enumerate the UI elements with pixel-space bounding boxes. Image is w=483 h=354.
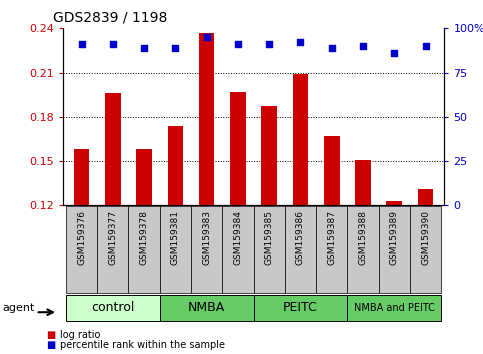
Text: NMBA: NMBA xyxy=(188,302,225,314)
Point xyxy=(171,45,179,51)
FancyBboxPatch shape xyxy=(379,206,410,293)
Bar xyxy=(105,93,121,205)
Bar xyxy=(386,201,402,205)
Text: GSM159390: GSM159390 xyxy=(421,210,430,265)
FancyBboxPatch shape xyxy=(316,206,347,293)
Text: GSM159376: GSM159376 xyxy=(77,210,86,265)
FancyBboxPatch shape xyxy=(191,206,222,293)
FancyBboxPatch shape xyxy=(222,206,254,293)
Text: GSM159389: GSM159389 xyxy=(390,210,399,265)
FancyBboxPatch shape xyxy=(128,206,160,293)
FancyBboxPatch shape xyxy=(410,206,441,293)
Point xyxy=(265,41,273,47)
Text: GSM159384: GSM159384 xyxy=(233,210,242,265)
Point xyxy=(297,40,304,45)
FancyBboxPatch shape xyxy=(347,295,441,321)
Bar xyxy=(293,74,308,205)
Point xyxy=(390,50,398,56)
Text: agent: agent xyxy=(2,303,35,313)
Point xyxy=(109,41,117,47)
Point xyxy=(203,34,211,40)
FancyBboxPatch shape xyxy=(66,206,97,293)
Bar xyxy=(355,160,371,205)
Text: PEITC: PEITC xyxy=(283,302,318,314)
Bar xyxy=(136,149,152,205)
Bar xyxy=(168,126,183,205)
Text: GSM159385: GSM159385 xyxy=(265,210,274,265)
Text: GSM159386: GSM159386 xyxy=(296,210,305,265)
Text: GSM159378: GSM159378 xyxy=(140,210,149,265)
Point xyxy=(234,41,242,47)
FancyBboxPatch shape xyxy=(254,295,347,321)
Bar xyxy=(324,136,340,205)
Text: GDS2839 / 1198: GDS2839 / 1198 xyxy=(53,11,168,25)
Bar xyxy=(261,107,277,205)
Text: control: control xyxy=(91,302,135,314)
Text: GSM159388: GSM159388 xyxy=(358,210,368,265)
Text: log ratio: log ratio xyxy=(60,330,101,339)
FancyBboxPatch shape xyxy=(254,206,285,293)
FancyBboxPatch shape xyxy=(66,295,160,321)
Bar xyxy=(230,92,246,205)
Text: GSM159383: GSM159383 xyxy=(202,210,211,265)
Text: NMBA and PEITC: NMBA and PEITC xyxy=(354,303,435,313)
Point xyxy=(422,43,429,49)
Text: ■: ■ xyxy=(46,340,55,350)
FancyBboxPatch shape xyxy=(160,295,254,321)
Point xyxy=(328,45,336,51)
Point xyxy=(78,41,85,47)
Text: GSM159381: GSM159381 xyxy=(171,210,180,265)
FancyBboxPatch shape xyxy=(347,206,379,293)
Bar xyxy=(74,149,89,205)
FancyBboxPatch shape xyxy=(285,206,316,293)
Text: percentile rank within the sample: percentile rank within the sample xyxy=(60,340,226,350)
Point xyxy=(359,43,367,49)
FancyBboxPatch shape xyxy=(160,206,191,293)
Point xyxy=(140,45,148,51)
FancyBboxPatch shape xyxy=(97,206,128,293)
Bar xyxy=(418,189,433,205)
Text: ■: ■ xyxy=(46,330,55,339)
Bar xyxy=(199,33,214,205)
Text: GSM159377: GSM159377 xyxy=(108,210,117,265)
Text: GSM159387: GSM159387 xyxy=(327,210,336,265)
